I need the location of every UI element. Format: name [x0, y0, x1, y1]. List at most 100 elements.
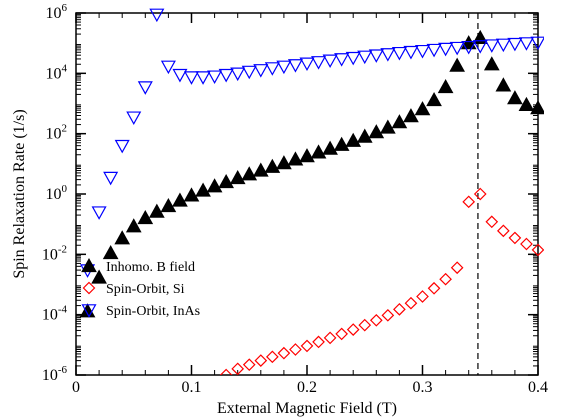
data-point	[264, 62, 280, 76]
data-point	[520, 237, 533, 251]
series-3	[80, 8, 544, 278]
data-point	[426, 92, 442, 107]
y-tick-exponent: 6	[62, 2, 68, 14]
data-point	[335, 327, 348, 341]
y-tick-exponent: -2	[58, 243, 67, 255]
data-point	[472, 40, 488, 54]
x-tick-label: 0.3	[413, 379, 433, 396]
data-point	[439, 272, 452, 286]
data-point	[322, 54, 338, 69]
data-point	[530, 100, 544, 115]
data-point	[414, 44, 431, 59]
data-point	[462, 195, 476, 209]
y-axis-label: Spin Relaxation Rate (1/s)	[11, 109, 28, 278]
data-point	[102, 245, 119, 260]
data-point	[426, 43, 442, 58]
data-point	[206, 178, 223, 193]
data-point	[91, 206, 107, 220]
data-point	[393, 303, 406, 316]
data-point	[461, 40, 477, 55]
data-point	[160, 60, 176, 75]
data-point	[289, 343, 302, 356]
data-point	[427, 281, 441, 295]
data-point	[114, 230, 131, 245]
data-point	[346, 323, 360, 336]
data-point	[473, 187, 487, 201]
data-point	[195, 71, 211, 85]
data-point	[103, 171, 119, 186]
data-point	[299, 57, 315, 72]
series-1	[79, 29, 544, 318]
legend-marker	[81, 257, 97, 273]
x-tick-label: 0.4	[528, 379, 548, 396]
data-point	[358, 318, 372, 332]
data-point	[333, 136, 350, 151]
y-tick-label: 104	[46, 62, 68, 82]
data-point	[323, 331, 337, 345]
data-point	[207, 70, 223, 84]
data-point	[449, 57, 465, 72]
data-point	[276, 155, 292, 170]
data-point	[231, 362, 245, 375]
data-point	[300, 339, 314, 353]
data-point	[345, 132, 362, 147]
data-point	[484, 39, 500, 53]
y-tick-label: 10-4	[42, 304, 68, 324]
data-point	[391, 114, 408, 129]
y-tick-exponent: -6	[58, 364, 68, 376]
data-point	[252, 162, 269, 177]
y-tick-exponent: 0	[62, 183, 68, 195]
data-point	[495, 38, 511, 53]
data-point	[507, 90, 523, 105]
data-point	[137, 209, 154, 225]
data-point	[172, 68, 188, 83]
data-point	[368, 124, 385, 139]
data-point	[254, 354, 268, 367]
legend-marker	[82, 281, 96, 295]
data-point	[242, 358, 256, 372]
legend-label: Inhomo. B field	[106, 260, 195, 275]
data-point	[495, 77, 512, 92]
data-point	[277, 346, 291, 360]
data-point	[416, 290, 429, 303]
y-tick-label: 106	[46, 2, 68, 22]
data-point	[276, 60, 292, 75]
data-point	[530, 36, 544, 51]
data-point	[287, 59, 303, 73]
data-point	[437, 79, 454, 94]
data-point	[356, 128, 373, 143]
legend-label: Spin-Orbit, InAs	[106, 304, 200, 319]
data-point	[334, 53, 350, 67]
data-point	[485, 215, 499, 229]
data-point	[218, 68, 234, 83]
y-tick-label: 10-6	[42, 364, 68, 384]
data-point	[218, 173, 234, 189]
data-point	[380, 119, 396, 134]
data-point	[381, 308, 395, 322]
data-point	[149, 8, 165, 23]
data-point	[114, 139, 130, 154]
series-2	[219, 187, 544, 375]
data-point	[241, 166, 258, 181]
data-point	[368, 49, 384, 63]
data-point	[311, 56, 327, 70]
data-point	[149, 203, 165, 218]
y-tick-exponent: 4	[62, 62, 68, 74]
data-point	[160, 197, 177, 213]
data-point	[403, 108, 419, 123]
legend: Inhomo. B field Spin-Orbit, Si Spin-Orbit,…	[81, 257, 200, 319]
data-point	[414, 101, 431, 116]
data-point	[172, 192, 188, 207]
data-point	[253, 64, 269, 78]
y-tick-label: 10-2	[42, 243, 67, 263]
data-point	[369, 313, 383, 327]
data-point	[449, 41, 465, 56]
data-point	[230, 67, 246, 82]
data-point	[183, 187, 200, 202]
data-point	[438, 42, 454, 57]
data-point	[507, 37, 523, 52]
data-point	[460, 35, 477, 50]
data-point	[287, 151, 304, 166]
data-point	[508, 231, 522, 245]
